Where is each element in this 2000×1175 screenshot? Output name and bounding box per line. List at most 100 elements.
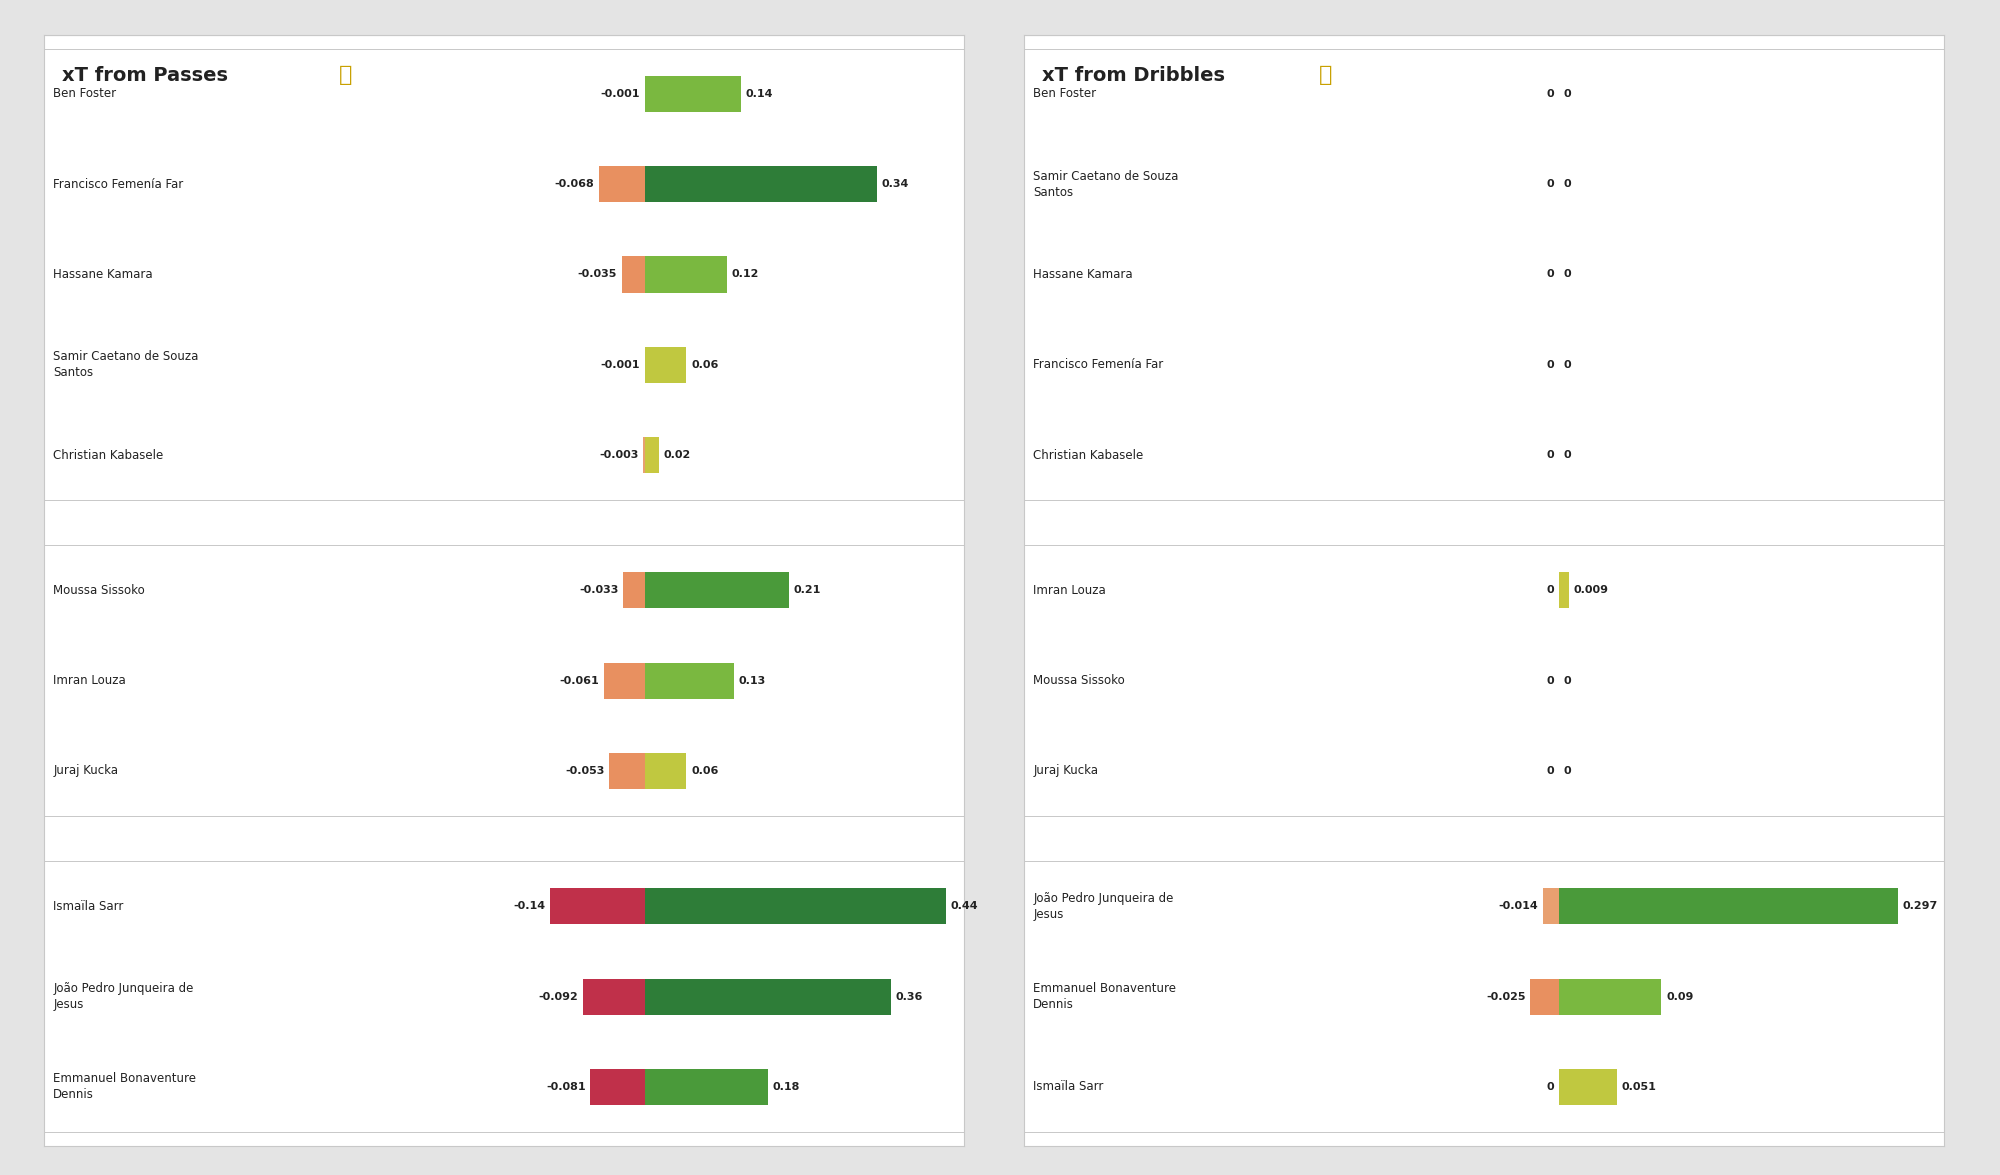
Bar bbox=[646, 979, 892, 1015]
Bar bbox=[646, 1069, 768, 1104]
Bar bbox=[1558, 888, 1898, 925]
Text: 0: 0 bbox=[1546, 766, 1554, 776]
Bar bbox=[646, 347, 686, 383]
Text: 0: 0 bbox=[1546, 180, 1554, 189]
Text: Imran Louza: Imran Louza bbox=[1034, 584, 1106, 597]
Text: Christian Kabasele: Christian Kabasele bbox=[54, 449, 164, 462]
Text: 0: 0 bbox=[1546, 269, 1554, 280]
Bar bbox=[646, 256, 728, 293]
Text: 0.09: 0.09 bbox=[1666, 992, 1694, 1001]
Text: 🛡: 🛡 bbox=[1318, 65, 1332, 86]
Bar bbox=[600, 166, 646, 202]
Text: -0.14: -0.14 bbox=[514, 901, 546, 912]
Bar bbox=[550, 888, 646, 925]
Text: 🛡: 🛡 bbox=[338, 65, 352, 86]
Bar bbox=[646, 888, 946, 925]
Text: 0.02: 0.02 bbox=[664, 450, 690, 461]
Text: 0.14: 0.14 bbox=[746, 89, 774, 99]
Bar bbox=[1530, 979, 1558, 1015]
Bar bbox=[646, 663, 734, 699]
Text: 0: 0 bbox=[1564, 180, 1570, 189]
Text: xT from Passes: xT from Passes bbox=[62, 66, 228, 86]
Text: João Pedro Junqueira de
Jesus: João Pedro Junqueira de Jesus bbox=[54, 982, 194, 1012]
Text: 0: 0 bbox=[1564, 766, 1570, 776]
Text: 0.06: 0.06 bbox=[692, 360, 718, 370]
Text: 0.44: 0.44 bbox=[950, 901, 978, 912]
Text: -0.001: -0.001 bbox=[600, 89, 640, 99]
Text: -0.035: -0.035 bbox=[578, 269, 618, 280]
Text: -0.053: -0.053 bbox=[566, 766, 604, 776]
Text: 0: 0 bbox=[1546, 676, 1554, 686]
Text: 0.34: 0.34 bbox=[882, 180, 910, 189]
Text: -0.001: -0.001 bbox=[600, 360, 640, 370]
Text: -0.014: -0.014 bbox=[1498, 901, 1538, 912]
Text: 0: 0 bbox=[1564, 269, 1570, 280]
Bar bbox=[44, 545, 964, 817]
Bar bbox=[1542, 888, 1558, 925]
Text: 0: 0 bbox=[1546, 360, 1554, 370]
Text: -0.061: -0.061 bbox=[560, 676, 600, 686]
Text: Samir Caetano de Souza
Santos: Samir Caetano de Souza Santos bbox=[54, 350, 198, 380]
Text: -0.092: -0.092 bbox=[538, 992, 578, 1001]
Bar bbox=[1558, 979, 1662, 1015]
Bar bbox=[646, 572, 788, 609]
Text: Emmanuel Bonaventure
Dennis: Emmanuel Bonaventure Dennis bbox=[1034, 982, 1176, 1012]
Bar bbox=[646, 76, 740, 112]
Text: João Pedro Junqueira de
Jesus: João Pedro Junqueira de Jesus bbox=[1034, 892, 1174, 921]
Text: 0.13: 0.13 bbox=[738, 676, 766, 686]
Text: Hassane Kamara: Hassane Kamara bbox=[1034, 268, 1132, 281]
Bar bbox=[44, 861, 964, 1132]
Text: Hassane Kamara: Hassane Kamara bbox=[54, 268, 152, 281]
Text: -0.081: -0.081 bbox=[546, 1082, 586, 1092]
Text: 0.009: 0.009 bbox=[1574, 585, 1608, 596]
Bar bbox=[1024, 49, 1944, 501]
Text: -0.003: -0.003 bbox=[600, 450, 638, 461]
Bar bbox=[1558, 1069, 1616, 1104]
Bar bbox=[622, 256, 646, 293]
Text: Juraj Kucka: Juraj Kucka bbox=[1034, 765, 1098, 778]
Bar bbox=[646, 437, 660, 474]
Text: xT from Dribbles: xT from Dribbles bbox=[1042, 66, 1226, 86]
Bar bbox=[646, 753, 686, 790]
Bar bbox=[590, 1069, 646, 1104]
Bar bbox=[1024, 545, 1944, 817]
Text: 0: 0 bbox=[1564, 450, 1570, 461]
Text: 0.21: 0.21 bbox=[794, 585, 820, 596]
Bar bbox=[1024, 861, 1944, 1132]
Text: Francisco Femenía Far: Francisco Femenía Far bbox=[54, 177, 184, 190]
Text: Moussa Sissoko: Moussa Sissoko bbox=[54, 584, 144, 597]
Text: 0: 0 bbox=[1564, 89, 1570, 99]
Text: 0: 0 bbox=[1564, 676, 1570, 686]
Bar bbox=[646, 166, 878, 202]
Text: -0.025: -0.025 bbox=[1486, 992, 1526, 1001]
Text: 0.051: 0.051 bbox=[1622, 1082, 1656, 1092]
Text: 0: 0 bbox=[1564, 360, 1570, 370]
Bar bbox=[604, 663, 646, 699]
Text: Francisco Femenía Far: Francisco Femenía Far bbox=[1034, 358, 1164, 371]
Bar bbox=[610, 753, 646, 790]
Text: 0: 0 bbox=[1546, 1082, 1554, 1092]
Text: 0: 0 bbox=[1546, 450, 1554, 461]
Text: -0.033: -0.033 bbox=[580, 585, 618, 596]
Text: -0.068: -0.068 bbox=[554, 180, 594, 189]
Text: 0.36: 0.36 bbox=[896, 992, 924, 1001]
Text: Ismaïla Sarr: Ismaïla Sarr bbox=[54, 900, 124, 913]
Text: Emmanuel Bonaventure
Dennis: Emmanuel Bonaventure Dennis bbox=[54, 1073, 196, 1101]
Bar bbox=[622, 572, 646, 609]
Bar bbox=[644, 437, 646, 474]
Text: Ismaïla Sarr: Ismaïla Sarr bbox=[1034, 1081, 1104, 1094]
Text: 0: 0 bbox=[1546, 585, 1554, 596]
Text: Ben Foster: Ben Foster bbox=[54, 87, 116, 100]
Text: Christian Kabasele: Christian Kabasele bbox=[1034, 449, 1144, 462]
Text: 0.12: 0.12 bbox=[732, 269, 760, 280]
Text: 0: 0 bbox=[1546, 89, 1554, 99]
Text: 0.297: 0.297 bbox=[1902, 901, 1938, 912]
Text: Moussa Sissoko: Moussa Sissoko bbox=[1034, 674, 1124, 687]
Bar bbox=[582, 979, 646, 1015]
Text: Ben Foster: Ben Foster bbox=[1034, 87, 1096, 100]
Text: 0.06: 0.06 bbox=[692, 766, 718, 776]
Text: Juraj Kucka: Juraj Kucka bbox=[54, 765, 118, 778]
Bar bbox=[1558, 572, 1568, 609]
Text: Samir Caetano de Souza
Santos: Samir Caetano de Souza Santos bbox=[1034, 169, 1178, 199]
Bar bbox=[44, 49, 964, 501]
